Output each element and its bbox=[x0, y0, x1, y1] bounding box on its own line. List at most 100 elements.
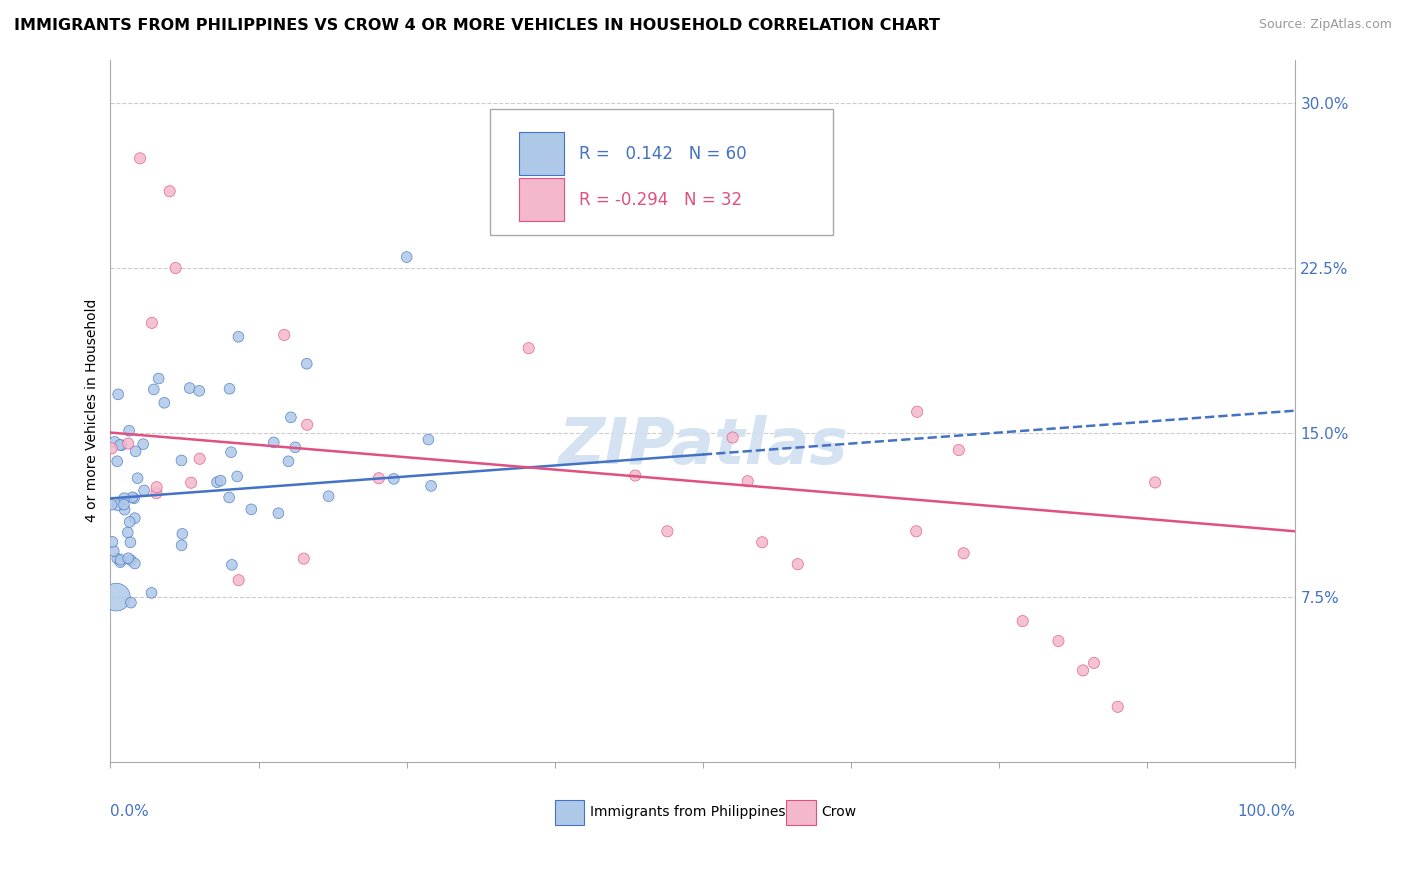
Point bbox=[219, 445, 242, 459]
Point bbox=[159, 184, 181, 198]
Point bbox=[267, 506, 290, 520]
Point bbox=[172, 527, 194, 541]
Point bbox=[117, 525, 139, 540]
Point bbox=[105, 551, 128, 566]
Text: ZIPatlas: ZIPatlas bbox=[558, 415, 848, 476]
Point bbox=[120, 553, 142, 567]
Point bbox=[263, 435, 285, 450]
Point bbox=[179, 381, 201, 395]
Point bbox=[114, 502, 136, 516]
Point bbox=[737, 474, 759, 488]
Point bbox=[170, 538, 193, 552]
Point bbox=[751, 535, 773, 549]
Point bbox=[277, 454, 299, 468]
Point bbox=[124, 557, 146, 571]
Point bbox=[145, 480, 167, 494]
Point bbox=[228, 330, 250, 344]
Point bbox=[218, 491, 240, 505]
Point bbox=[121, 490, 143, 504]
Point bbox=[107, 387, 129, 401]
Point bbox=[188, 451, 211, 466]
Point bbox=[118, 424, 141, 438]
Point bbox=[952, 546, 974, 560]
Point bbox=[103, 544, 125, 558]
Point bbox=[141, 586, 163, 600]
Point bbox=[110, 438, 132, 452]
Point bbox=[517, 341, 540, 355]
Point bbox=[228, 573, 250, 587]
Point bbox=[948, 443, 970, 458]
Point bbox=[132, 483, 155, 498]
Point bbox=[1071, 664, 1094, 678]
Point bbox=[129, 151, 152, 165]
Text: 0.0%: 0.0% bbox=[111, 804, 149, 819]
Point bbox=[104, 434, 127, 449]
Point bbox=[148, 371, 170, 385]
Text: Crow: Crow bbox=[821, 805, 856, 819]
Bar bbox=[519, 132, 564, 176]
Bar bbox=[786, 800, 815, 825]
Point bbox=[180, 475, 202, 490]
Point bbox=[110, 553, 132, 567]
Text: 100.0%: 100.0% bbox=[1237, 804, 1295, 819]
FancyBboxPatch shape bbox=[489, 109, 834, 235]
Text: R = -0.294   N = 32: R = -0.294 N = 32 bbox=[578, 191, 741, 209]
Point bbox=[122, 491, 145, 506]
Point bbox=[124, 444, 146, 458]
Bar bbox=[555, 800, 585, 825]
Bar bbox=[519, 178, 564, 221]
Point bbox=[657, 524, 679, 539]
Point bbox=[120, 535, 142, 549]
Point bbox=[145, 486, 167, 500]
Point bbox=[786, 558, 808, 572]
Point bbox=[418, 433, 440, 447]
Point bbox=[107, 498, 129, 512]
Point bbox=[112, 491, 135, 506]
Point bbox=[124, 511, 146, 525]
Point bbox=[721, 430, 744, 444]
Point bbox=[100, 442, 122, 456]
Point bbox=[280, 410, 302, 425]
Y-axis label: 4 or more Vehicles in Household: 4 or more Vehicles in Household bbox=[86, 299, 100, 523]
Text: IMMIGRANTS FROM PHILIPPINES VS CROW 4 OR MORE VEHICLES IN HOUSEHOLD CORRELATION : IMMIGRANTS FROM PHILIPPINES VS CROW 4 OR… bbox=[14, 18, 941, 33]
Point bbox=[1144, 475, 1167, 490]
Point bbox=[170, 453, 193, 467]
Point bbox=[221, 558, 243, 572]
Point bbox=[112, 498, 135, 512]
Point bbox=[118, 515, 141, 529]
Point bbox=[142, 383, 165, 397]
Point bbox=[105, 590, 128, 604]
Point bbox=[295, 357, 318, 371]
Text: Immigrants from Philippines: Immigrants from Philippines bbox=[591, 805, 786, 819]
Point bbox=[318, 489, 340, 503]
Point bbox=[218, 382, 240, 396]
Point bbox=[1011, 614, 1033, 628]
Point bbox=[284, 440, 307, 454]
Point bbox=[382, 472, 405, 486]
Point bbox=[100, 498, 122, 512]
Point bbox=[141, 316, 163, 330]
Text: R =   0.142   N = 60: R = 0.142 N = 60 bbox=[578, 145, 747, 162]
Point bbox=[127, 471, 149, 485]
Point bbox=[1047, 634, 1070, 648]
Text: Source: ZipAtlas.com: Source: ZipAtlas.com bbox=[1258, 18, 1392, 31]
Point bbox=[120, 596, 142, 610]
Point bbox=[101, 535, 124, 549]
Point bbox=[188, 384, 211, 398]
Point bbox=[1083, 656, 1105, 670]
Point bbox=[905, 524, 928, 539]
Point bbox=[117, 551, 139, 566]
Point bbox=[905, 405, 928, 419]
Point bbox=[292, 551, 315, 566]
Point bbox=[273, 328, 295, 343]
Point bbox=[153, 396, 176, 410]
Point bbox=[395, 250, 418, 264]
Point bbox=[1107, 699, 1129, 714]
Point bbox=[205, 475, 228, 490]
Point bbox=[624, 468, 647, 483]
Point bbox=[117, 436, 139, 450]
Point bbox=[295, 417, 318, 432]
Point bbox=[420, 479, 443, 493]
Point bbox=[367, 471, 389, 485]
Point bbox=[105, 454, 128, 468]
